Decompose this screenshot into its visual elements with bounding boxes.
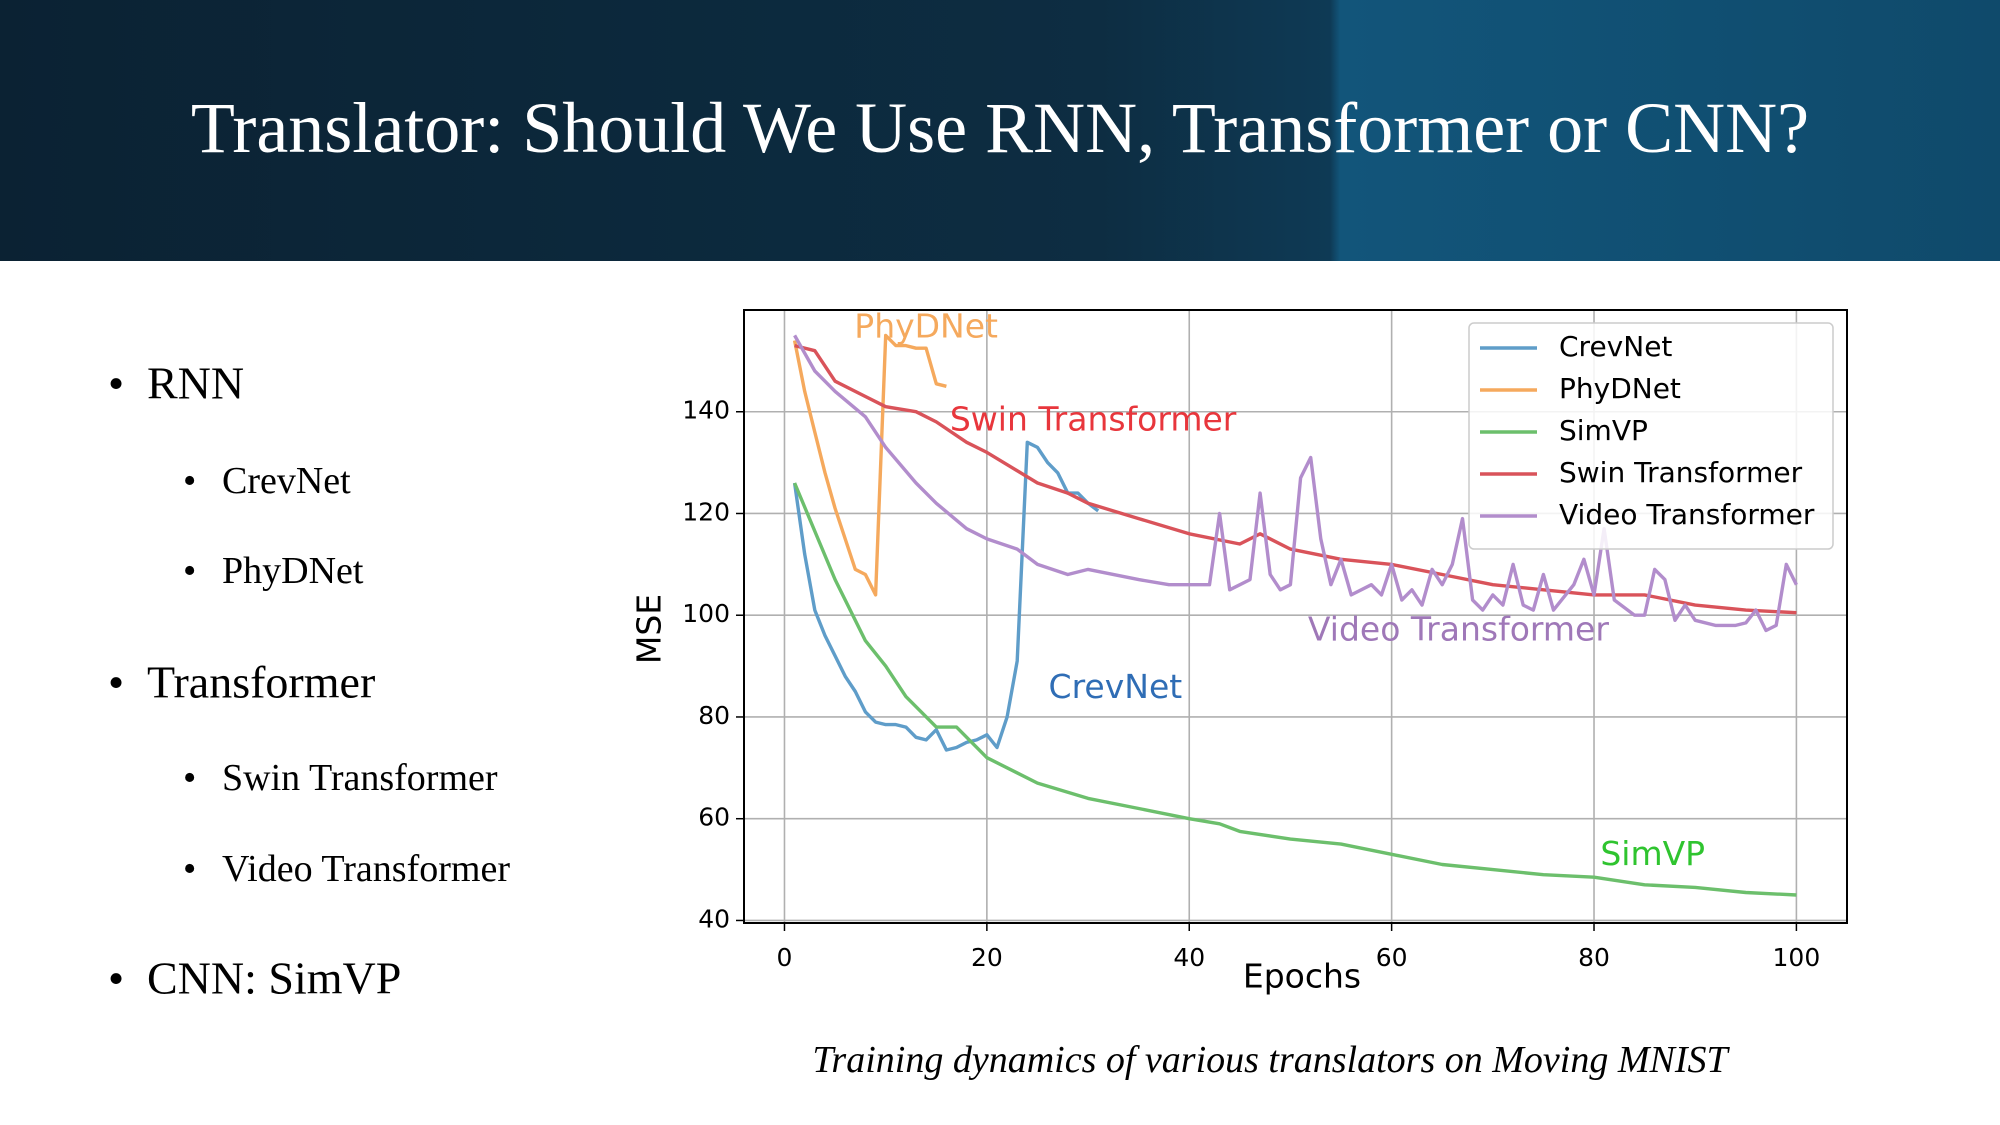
x-tick-label: 60 [1376,943,1408,972]
y-tick-label: 40 [698,904,730,933]
annotation: Video Transformer [1308,609,1609,648]
x-tick-label: 40 [1173,943,1205,972]
x-tick-label: 0 [777,943,793,972]
annotation: CrevNet [1049,667,1183,706]
sub-bullet-dot: • [183,550,197,592]
sub-bullet-text: Swin Transformer [222,757,498,799]
x-axis-label: Epochs [1243,957,1361,996]
plot-frame [743,309,1848,924]
y-tick-label: 100 [682,599,730,628]
bullet-dot: • [108,357,125,409]
legend-label: SimVP [1559,414,1648,447]
bullet-text: CNN: SimVP [147,952,402,1004]
bullet-text: RNN [147,357,245,409]
y-tick-label: 60 [698,803,730,832]
slide-title: Translator: Should We Use RNN, Transform… [190,88,1810,168]
caption: Training dynamics of various translators… [812,1039,1728,1081]
y-tick-label: 80 [698,701,730,730]
annotation: SimVP [1600,834,1705,873]
legend-label: Swin Transformer [1559,456,1803,489]
y-axis-label: MSE [630,594,669,664]
series-line [793,334,1798,633]
annotation: Swin Transformer [950,399,1237,438]
sub-bullet-text: CrevNet [222,460,351,502]
legend-label: PhyDNet [1559,372,1681,405]
bullet-dot: • [108,656,125,708]
x-tick-label: 100 [1773,943,1821,972]
header-band [0,0,2000,261]
sub-bullet-dot: • [183,848,197,890]
bullet-dot: • [108,952,125,1004]
series-line [794,343,1797,615]
legend-label: Video Transformer [1559,498,1815,531]
legend-label: CrevNet [1559,330,1672,363]
y-tick-label: 120 [682,497,730,526]
sub-bullet-text: PhyDNet [222,550,364,592]
legend: CrevNet PhyDNet SimVP Swin Transformer Video… [1468,322,1834,550]
sub-bullet-dot: • [183,757,197,799]
bullet-text: Transformer [147,656,376,708]
series-line [792,333,947,597]
annotation: PhyDNet [854,306,998,345]
legend-box [1468,322,1834,550]
y-tick-label: 140 [682,396,730,425]
series-line [792,440,1100,752]
series-line [793,482,1797,897]
x-tick-label: 20 [971,943,1003,972]
sub-bullet-text: Video Transformer [222,848,510,890]
x-tick-label: 80 [1578,943,1610,972]
sub-bullet-dot: • [183,460,197,502]
